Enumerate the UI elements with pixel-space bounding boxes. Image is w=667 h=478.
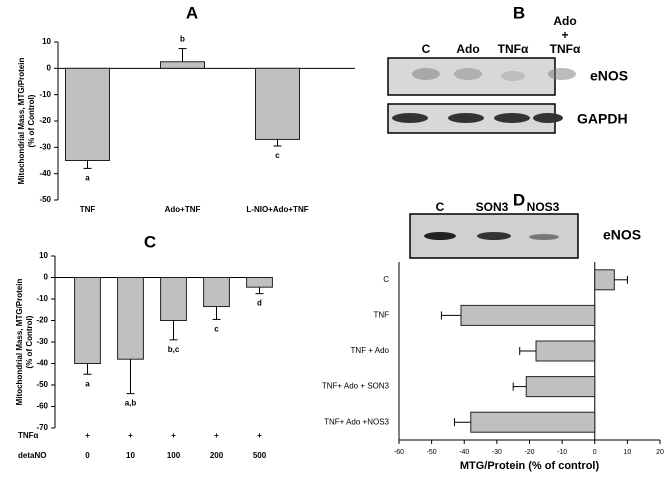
table-cell: 100: [167, 451, 181, 460]
x-tick-label: TNF: [80, 205, 96, 214]
lane-label: NOS3: [527, 200, 560, 214]
y-tick-label: TNF + Ado: [351, 346, 390, 355]
annotation: b: [180, 35, 185, 44]
bar: [470, 411, 596, 433]
blot-band: [454, 68, 482, 80]
y-tick-label: 10: [39, 251, 48, 260]
y-tick-label: -50: [39, 195, 51, 204]
annotation: d: [257, 299, 262, 308]
y-tick-label: 0: [44, 273, 49, 282]
bar: [160, 61, 205, 69]
table-row-label: detaNO: [18, 451, 46, 460]
x-tick-label: Ado+TNF: [165, 205, 201, 214]
panel-label: D: [513, 190, 525, 209]
lane-label: TNFα: [498, 42, 529, 56]
x-tick-label: L-NIO+Ado+TNF: [246, 205, 308, 214]
row-label: GAPDH: [577, 111, 628, 127]
y-tick-label: -40: [36, 359, 48, 368]
annotation: a,b: [125, 399, 137, 408]
x-tick-label: -40: [459, 449, 469, 456]
y-tick-label: 0: [47, 63, 52, 72]
bar: [246, 277, 273, 288]
blot-band: [412, 68, 440, 80]
bar: [65, 67, 110, 161]
y-tick-label: TNF+ Ado +NOS3: [324, 417, 389, 426]
y-tick-label: -40: [39, 169, 51, 178]
bar: [160, 277, 187, 321]
table-cell: 500: [253, 451, 267, 460]
blot-band: [424, 232, 456, 240]
blot-band: [533, 113, 563, 123]
panel-label: B: [513, 3, 525, 22]
table-cell: +: [214, 431, 219, 440]
x-axis-label: MTG/Protein (% of control): [460, 460, 600, 472]
bar: [525, 376, 596, 398]
lane-label: +: [561, 28, 568, 42]
y-tick-label: -10: [39, 90, 51, 99]
y-tick-label: -10: [36, 294, 48, 303]
annotation: b,c: [168, 345, 180, 354]
lane-label: Ado: [456, 42, 479, 56]
blot-band: [501, 71, 525, 81]
lane-label: C: [436, 200, 445, 214]
bar: [255, 67, 300, 140]
table-cell: +: [85, 431, 90, 440]
annotation: a: [85, 174, 90, 183]
blot-band: [448, 113, 484, 123]
y-tick-label: -30: [39, 142, 51, 151]
table-row-label: TNFα: [18, 431, 39, 440]
bar: [203, 277, 230, 308]
panel-label: C: [144, 232, 156, 251]
blot-band: [494, 113, 530, 123]
x-tick-label: 0: [593, 449, 597, 456]
table-cell: 10: [126, 451, 135, 460]
x-tick-label: 10: [623, 449, 631, 456]
x-tick-label: 20: [656, 449, 664, 456]
annotation: a: [85, 379, 90, 388]
lane-label: C: [422, 42, 431, 56]
y-tick-label: 10: [42, 37, 51, 46]
y-tick-label: -70: [36, 423, 48, 432]
bar: [460, 304, 596, 326]
lane-label: TNFα: [550, 42, 581, 56]
y-tick-label: -60: [36, 402, 48, 411]
bar: [594, 269, 615, 291]
panel-label: A: [186, 3, 198, 22]
bar: [535, 340, 596, 362]
blot-band: [529, 234, 559, 240]
x-tick-label: -60: [394, 449, 404, 456]
lane-label: Ado: [553, 14, 576, 28]
y-tick-label: -50: [36, 380, 48, 389]
blot-band: [477, 232, 511, 240]
y-tick-label: -30: [36, 337, 48, 346]
y-tick-label: -20: [39, 116, 51, 125]
table-cell: +: [171, 431, 176, 440]
row-label: eNOS: [603, 227, 641, 243]
y-tick-label: -20: [36, 316, 48, 325]
y-tick-label: C: [383, 275, 389, 284]
table-cell: +: [257, 431, 262, 440]
blot-band: [548, 68, 576, 80]
x-tick-label: -30: [492, 449, 502, 456]
row-label: eNOS: [590, 68, 628, 84]
annotation: c: [214, 325, 219, 334]
table-cell: 200: [210, 451, 224, 460]
x-tick-label: -20: [524, 449, 534, 456]
y-tick-label: TNF+ Ado + SON3: [322, 382, 390, 391]
annotation: c: [275, 151, 280, 160]
blot-band: [392, 113, 428, 123]
y-axis-label: Mitochondrial Mass, MTG/Protein: [15, 279, 24, 406]
y-axis-label: (% of Control): [27, 94, 36, 147]
y-axis-label: Mitochondrial Mass, MTG/Protein: [17, 58, 26, 185]
table-cell: +: [128, 431, 133, 440]
y-axis-label: (% of Control): [25, 315, 34, 368]
bar: [74, 277, 101, 364]
y-tick-label: TNF: [373, 311, 389, 320]
bar: [117, 277, 144, 360]
lane-label: SON3: [476, 200, 509, 214]
x-tick-label: -50: [427, 449, 437, 456]
table-cell: 0: [85, 451, 90, 460]
x-tick-label: -10: [557, 449, 567, 456]
